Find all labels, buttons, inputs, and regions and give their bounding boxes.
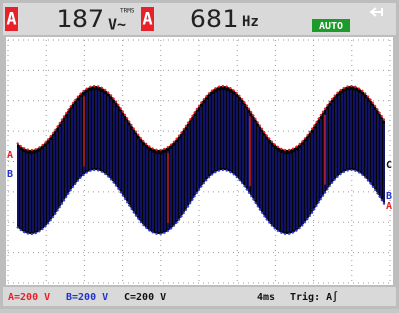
left-marker: B — [7, 169, 13, 180]
frequency-unit: Hz — [242, 14, 259, 30]
right-marker: C — [386, 160, 392, 171]
voltage-unit-note: TRMS — [120, 8, 135, 15]
voltage-reading: 187 — [56, 5, 104, 33]
b-scale: B=200 V — [66, 292, 108, 303]
trigger: Trig: A∫ — [290, 291, 338, 303]
right-marker: A — [386, 201, 392, 212]
scope-display: A 187 V~ TRMS A 681 Hz AUTO A B C B A A=… — [0, 0, 399, 309]
frequency-reading: 681 — [190, 5, 238, 33]
auto-label: AUTO — [319, 21, 343, 32]
page: {"header": {"channel_1": "A", "reading_1… — [0, 0, 399, 309]
channel-badge-label: A — [142, 10, 152, 30]
channel-badge-label: A — [6, 10, 16, 30]
left-marker: A — [7, 150, 13, 161]
c-scale: C=200 V — [124, 292, 166, 303]
a-scale: A=200 V — [8, 292, 50, 303]
timebase: 4ms — [257, 292, 275, 303]
voltage-unit: V~ — [108, 16, 126, 34]
